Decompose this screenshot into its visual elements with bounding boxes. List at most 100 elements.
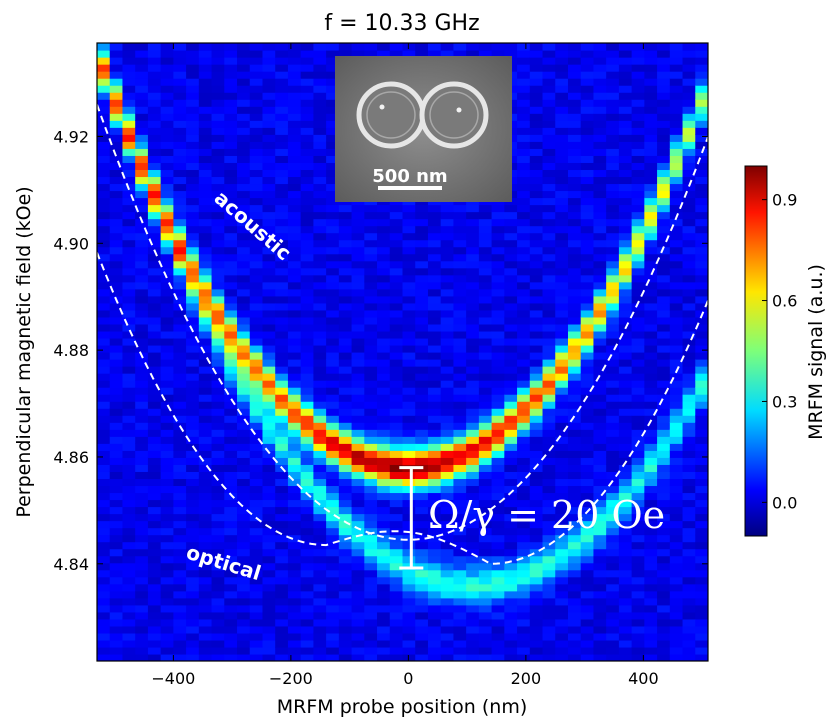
heatmap-cell bbox=[427, 422, 442, 430]
heatmap-cell bbox=[326, 190, 340, 199]
heatmap-cell bbox=[135, 344, 149, 353]
heatmap-cell bbox=[567, 401, 582, 409]
heatmap-cell bbox=[300, 569, 314, 578]
heatmap-cell bbox=[644, 253, 658, 262]
heatmap-cell bbox=[237, 611, 251, 620]
heatmap-cell bbox=[275, 78, 289, 86]
heatmap-cell bbox=[453, 253, 467, 262]
heatmap-cell bbox=[529, 155, 544, 163]
heatmap-cell bbox=[351, 218, 365, 227]
heatmap-cell bbox=[389, 499, 404, 508]
heatmap-cell bbox=[478, 436, 493, 444]
heatmap-cell bbox=[695, 352, 708, 360]
heatmap-cell bbox=[147, 366, 162, 374]
heatmap-cell bbox=[249, 204, 264, 213]
heatmap-cell bbox=[351, 464, 365, 472]
heatmap-cell bbox=[109, 246, 124, 255]
heatmap-cell bbox=[173, 218, 187, 227]
heatmap-cell bbox=[338, 429, 353, 437]
heatmap-cell bbox=[695, 646, 708, 655]
heatmap-cell bbox=[287, 169, 302, 178]
heatmap-cell bbox=[249, 422, 264, 430]
heatmap-cell bbox=[517, 323, 531, 332]
heatmap-cell bbox=[542, 162, 556, 171]
heatmap-cell bbox=[542, 359, 556, 367]
heatmap-cell bbox=[555, 387, 569, 395]
heatmap-cell bbox=[186, 387, 200, 395]
heatmap-cell bbox=[237, 141, 251, 149]
heatmap-cell bbox=[504, 366, 518, 374]
heatmap-cell bbox=[567, 639, 582, 648]
heatmap-cell bbox=[211, 506, 225, 515]
heatmap-cell bbox=[313, 639, 327, 648]
heatmap-cell bbox=[135, 520, 149, 529]
heatmap-cell bbox=[224, 253, 238, 262]
heatmap-cell bbox=[287, 71, 302, 79]
heatmap-cell bbox=[249, 471, 264, 480]
heatmap-cell bbox=[555, 141, 569, 149]
heatmap-cell bbox=[555, 422, 569, 430]
heatmap-cell bbox=[237, 373, 251, 381]
heatmap-cell bbox=[618, 337, 633, 346]
heatmap-cell bbox=[364, 611, 378, 620]
heatmap-cell bbox=[313, 64, 327, 72]
heatmap-cell bbox=[224, 71, 238, 79]
heatmap-cell bbox=[364, 555, 378, 564]
heatmap-cell bbox=[249, 541, 264, 550]
heatmap-cell bbox=[529, 457, 544, 465]
heatmap-cell bbox=[287, 288, 302, 297]
heatmap-cell bbox=[657, 422, 671, 430]
heatmap-cell bbox=[555, 527, 569, 536]
heatmap-cell bbox=[440, 401, 455, 409]
heatmap-cell bbox=[669, 548, 684, 557]
heatmap-cell bbox=[377, 373, 391, 381]
heatmap-cell bbox=[377, 239, 391, 248]
heatmap-cell bbox=[186, 337, 200, 346]
heatmap-cell bbox=[135, 197, 149, 206]
heatmap-cell bbox=[606, 541, 620, 550]
heatmap-cell bbox=[173, 267, 187, 276]
heatmap-cell bbox=[326, 513, 340, 522]
heatmap-cell bbox=[186, 169, 200, 178]
heatmap-cell bbox=[491, 548, 505, 557]
heatmap-cell bbox=[275, 520, 289, 529]
heatmap-cell bbox=[300, 513, 314, 522]
heatmap-cell bbox=[618, 330, 633, 339]
heatmap-cell bbox=[338, 232, 353, 241]
heatmap-cell bbox=[555, 604, 569, 613]
acoustic-fit-curve bbox=[97, 104, 708, 541]
heatmap-cell bbox=[555, 611, 569, 620]
heatmap-cell bbox=[440, 632, 455, 641]
heatmap-cell bbox=[695, 548, 708, 557]
heatmap-cell bbox=[657, 646, 671, 655]
heatmap-cell bbox=[224, 106, 238, 114]
heatmap-cell bbox=[135, 366, 149, 374]
heatmap-cell bbox=[618, 281, 633, 290]
heatmap-cell bbox=[338, 352, 353, 360]
heatmap-cell bbox=[567, 373, 582, 381]
heatmap-cell bbox=[97, 583, 111, 592]
heatmap-cell bbox=[262, 408, 276, 416]
heatmap-cell bbox=[427, 485, 442, 494]
heatmap-cell bbox=[198, 288, 213, 297]
heatmap-cell bbox=[669, 583, 684, 592]
y-axis-label: Perpendicular magnetic field (kOe) bbox=[13, 186, 35, 517]
heatmap-cell bbox=[224, 176, 238, 185]
heatmap-cell bbox=[186, 569, 200, 578]
heatmap-cell bbox=[606, 113, 620, 121]
heatmap-cell bbox=[580, 232, 595, 241]
heatmap-cell bbox=[249, 604, 264, 613]
heatmap-cell bbox=[109, 562, 124, 571]
heatmap-cell bbox=[109, 625, 124, 634]
heatmap-cell bbox=[580, 99, 595, 107]
heatmap-cell bbox=[593, 127, 607, 135]
heatmap-cell bbox=[555, 99, 569, 107]
heatmap-cell bbox=[669, 415, 684, 423]
heatmap-cell bbox=[580, 625, 595, 634]
heatmap-cell bbox=[198, 394, 213, 402]
heatmap-cell bbox=[402, 443, 416, 451]
heatmap-cell bbox=[313, 148, 327, 156]
heatmap-cell bbox=[593, 576, 607, 585]
heatmap-cell bbox=[606, 211, 620, 220]
heatmap-cell bbox=[237, 597, 251, 606]
